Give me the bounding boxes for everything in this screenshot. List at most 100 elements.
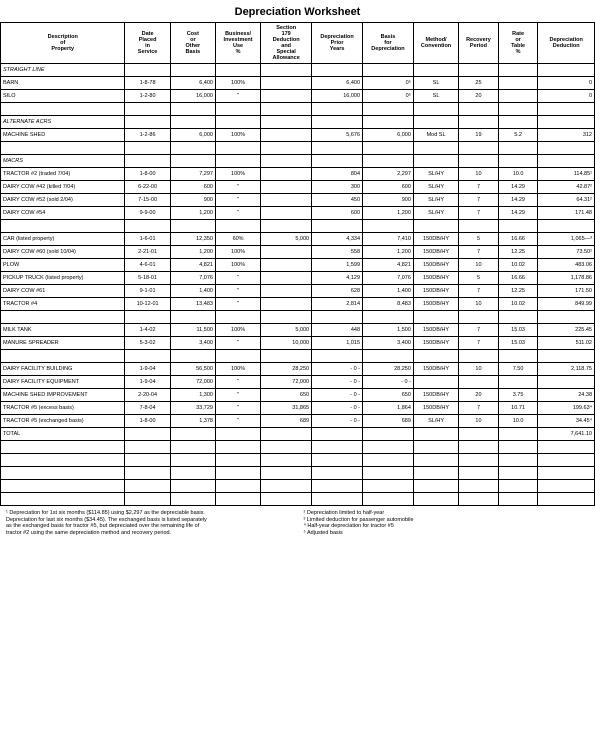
cell: 628 — [312, 285, 363, 298]
cell — [170, 155, 215, 168]
cell: - 0 - — [312, 402, 363, 415]
cell: 600 — [312, 207, 363, 220]
worksheet-title: Depreciation Worksheet — [0, 6, 595, 18]
cell: 1-8-00 — [125, 168, 170, 181]
table-row: MILK TANK1-4-0211,500100%5,0004481,50015… — [1, 324, 595, 337]
cell: SL/HY — [413, 168, 458, 181]
cell — [312, 64, 363, 77]
cell: 6,000 — [170, 129, 215, 142]
cell: SL/HY — [413, 415, 458, 428]
cell: 650 — [261, 389, 312, 402]
cell: 33,729 — [170, 402, 215, 415]
cell: 4,129 — [312, 272, 363, 285]
cell: 1-4-02 — [125, 324, 170, 337]
cell: 7 — [459, 246, 499, 259]
cell: 1-8-78 — [125, 77, 170, 90]
cell — [261, 90, 312, 103]
cell: MACHINE SHED IMPROVEMENT — [1, 389, 125, 402]
cell: 15.03 — [498, 337, 538, 350]
cell: MILK TANK — [1, 324, 125, 337]
cell: 12.25 — [498, 285, 538, 298]
cell: 849.99 — [538, 298, 595, 311]
cell — [498, 428, 538, 441]
cell: 10.02 — [498, 259, 538, 272]
table-row: TRACTOR #5 (excess basis)7-8-0433,729"31… — [1, 402, 595, 415]
col-header: Business/InvestmentUse% — [215, 23, 260, 64]
table-row: TOTAL7,641.10 — [1, 428, 595, 441]
cell: 72,000 — [170, 376, 215, 389]
cell: 1,015 — [312, 337, 363, 350]
col-header: DatePlacedinService — [125, 23, 170, 64]
cell: 25 — [459, 77, 499, 90]
cell: 2-20-04 — [125, 389, 170, 402]
cell: " — [215, 207, 260, 220]
cell — [261, 116, 312, 129]
cell — [498, 77, 538, 90]
table-row: ALTERNATE ACRS — [1, 116, 595, 129]
cell: 558 — [312, 246, 363, 259]
cell — [498, 116, 538, 129]
cell: ALTERNATE ACRS — [1, 116, 125, 129]
cell: " — [215, 90, 260, 103]
cell — [312, 116, 363, 129]
cell: 64.31² — [538, 194, 595, 207]
cell: 689 — [363, 415, 414, 428]
cell: 3,400 — [363, 337, 414, 350]
cell: TRACTOR #5 (exchanged basis) — [1, 415, 125, 428]
cell: 10 — [459, 415, 499, 428]
col-header: BasisforDepreciation — [363, 23, 414, 64]
cell: 5 — [459, 233, 499, 246]
cell: 19 — [459, 129, 499, 142]
cell: 300 — [312, 181, 363, 194]
cell: TRACTOR #5 (excess basis) — [1, 402, 125, 415]
cell: - 0 - — [312, 376, 363, 389]
cell: 14.29 — [498, 207, 538, 220]
cell: 16,000 — [170, 90, 215, 103]
cell: 1,400 — [170, 285, 215, 298]
cell: 114.85¹ — [538, 168, 595, 181]
cell: 150DB/HY — [413, 233, 458, 246]
cell: BARN — [1, 77, 125, 90]
cell — [261, 77, 312, 90]
cell — [363, 64, 414, 77]
cell — [538, 116, 595, 129]
table-row: DAIRY COW #549-9-001,200"6001,200SL/HY71… — [1, 207, 595, 220]
cell: 150DB/HY — [413, 298, 458, 311]
cell: 34.45⁴ — [538, 415, 595, 428]
cell — [261, 155, 312, 168]
table-row: DAIRY COW #52 (sold 2/04)7-15-00900"4509… — [1, 194, 595, 207]
cell: 24.38 — [538, 389, 595, 402]
cell: 10 — [459, 298, 499, 311]
cell: 7.50 — [498, 363, 538, 376]
cell: 7-15-00 — [125, 194, 170, 207]
cell: 150DB/HY — [413, 389, 458, 402]
cell: 28,250 — [363, 363, 414, 376]
cell: 225.45 — [538, 324, 595, 337]
cell: " — [215, 181, 260, 194]
cell: 7,076 — [170, 272, 215, 285]
cell — [413, 428, 458, 441]
cell: 1,200 — [170, 246, 215, 259]
cell — [261, 194, 312, 207]
cell: 20 — [459, 389, 499, 402]
cell: 100% — [215, 259, 260, 272]
cell: 100% — [215, 77, 260, 90]
cell — [215, 64, 260, 77]
cell: 6,400 — [312, 77, 363, 90]
cell: 7 — [459, 402, 499, 415]
cell: " — [215, 298, 260, 311]
cell: 312 — [538, 129, 595, 142]
table-row: PICKUP TRUCK (listed property)5-18-017,0… — [1, 272, 595, 285]
cell: TOTAL — [1, 428, 125, 441]
cell: 42.87² — [538, 181, 595, 194]
cell: 9-1-01 — [125, 285, 170, 298]
table-row: MANURE SPREADER5-3-023,400"10,0001,0153,… — [1, 337, 595, 350]
cell: 100% — [215, 324, 260, 337]
cell: 1,500 — [363, 324, 414, 337]
cell: 10 — [459, 168, 499, 181]
cell: 1-9-04 — [125, 363, 170, 376]
cell — [170, 64, 215, 77]
cell — [261, 246, 312, 259]
table-row: DAIRY COW #42 (killed 7/04)6-22-00600"30… — [1, 181, 595, 194]
cell: 7,410 — [363, 233, 414, 246]
